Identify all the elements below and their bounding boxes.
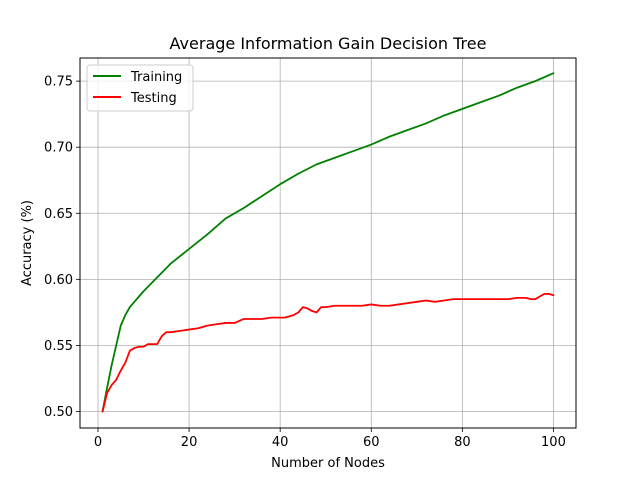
axes-frame [79, 57, 577, 429]
y-tick-label-0: 0.50 [44, 405, 73, 420]
x-tick-label-0: 0 [94, 435, 102, 450]
x-tick-label-3: 60 [363, 435, 380, 450]
x-tick-label-4: 80 [454, 435, 471, 450]
x-tick-label-2: 40 [272, 435, 289, 450]
series-line-training [101, 72, 555, 413]
series-line-testing [101, 292, 555, 413]
legend: Training Testing [86, 64, 194, 112]
x-axis-label: Number of Nodes [271, 456, 385, 471]
y-axis-label: Accuracy (%) [20, 200, 35, 286]
legend-label-testing: Testing [130, 91, 177, 106]
chart-title: Average Information Gain Decision Tree [170, 34, 487, 53]
y-tick-label-2: 0.60 [44, 273, 73, 288]
y-tick-label-5: 0.75 [44, 75, 73, 90]
series-layer [101, 72, 555, 413]
x-tick-label-1: 20 [181, 435, 198, 450]
ticks: 0 20 40 60 80 100 0.50 0.55 0.60 0.65 0.70 0.75 [44, 75, 566, 450]
y-tick-label-4: 0.70 [44, 141, 73, 156]
y-tick-label-1: 0.55 [44, 339, 73, 354]
y-tick-label-3: 0.65 [44, 207, 73, 222]
grid [80, 58, 576, 428]
legend-label-training: Training [130, 70, 182, 85]
x-tick-label-5: 100 [541, 435, 566, 450]
